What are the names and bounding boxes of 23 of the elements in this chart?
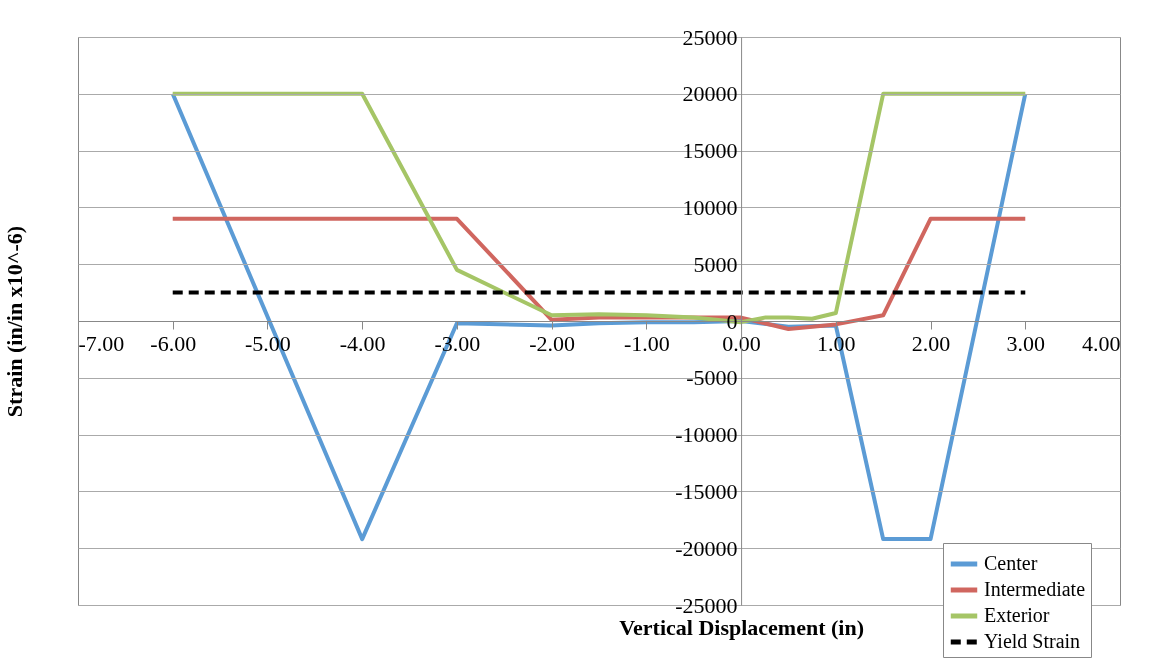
x-tick-label: -7.00 xyxy=(78,330,125,356)
y-tick-label: 25000 xyxy=(682,24,738,50)
y-tick-label: 10000 xyxy=(682,194,738,220)
x-tick-label: -6.00 xyxy=(150,330,197,356)
x-tick-label: 3.00 xyxy=(1006,330,1046,356)
x-tick-label: 4.00 xyxy=(1082,330,1121,356)
y-tick-label: -20000 xyxy=(675,535,738,561)
y-tick-label: 15000 xyxy=(682,138,738,164)
legend-label: Intermediate xyxy=(984,578,1086,600)
x-tick-label: 2.00 xyxy=(911,330,951,356)
legend-label: Yield Strain xyxy=(984,630,1081,652)
x-tick-label: 0.00 xyxy=(722,330,761,356)
y-tick-label: -15000 xyxy=(675,478,738,504)
legend-label: Exterior xyxy=(984,604,1050,626)
y-tick-label: -10000 xyxy=(675,422,738,448)
legend-label: Center xyxy=(984,552,1038,574)
x-tick-label: -4.00 xyxy=(339,330,386,356)
x-tick-label: -2.00 xyxy=(529,330,576,356)
y-tick-label: -5000 xyxy=(686,365,738,391)
y-tick-label: 5000 xyxy=(693,251,738,277)
x-tick-label: -1.00 xyxy=(623,330,670,356)
y-tick-label: 20000 xyxy=(682,81,738,107)
y-axis-title: Strain (in/in x10^-6) xyxy=(1,225,27,418)
